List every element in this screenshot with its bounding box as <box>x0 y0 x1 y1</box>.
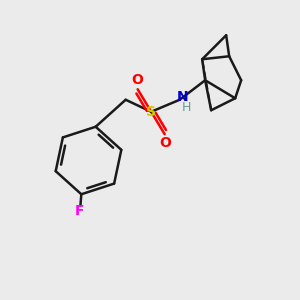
Text: O: O <box>159 136 171 150</box>
Text: H: H <box>182 101 191 114</box>
Text: F: F <box>75 204 85 218</box>
Text: O: O <box>131 73 143 87</box>
Text: S: S <box>146 105 156 119</box>
Text: N: N <box>177 90 188 104</box>
